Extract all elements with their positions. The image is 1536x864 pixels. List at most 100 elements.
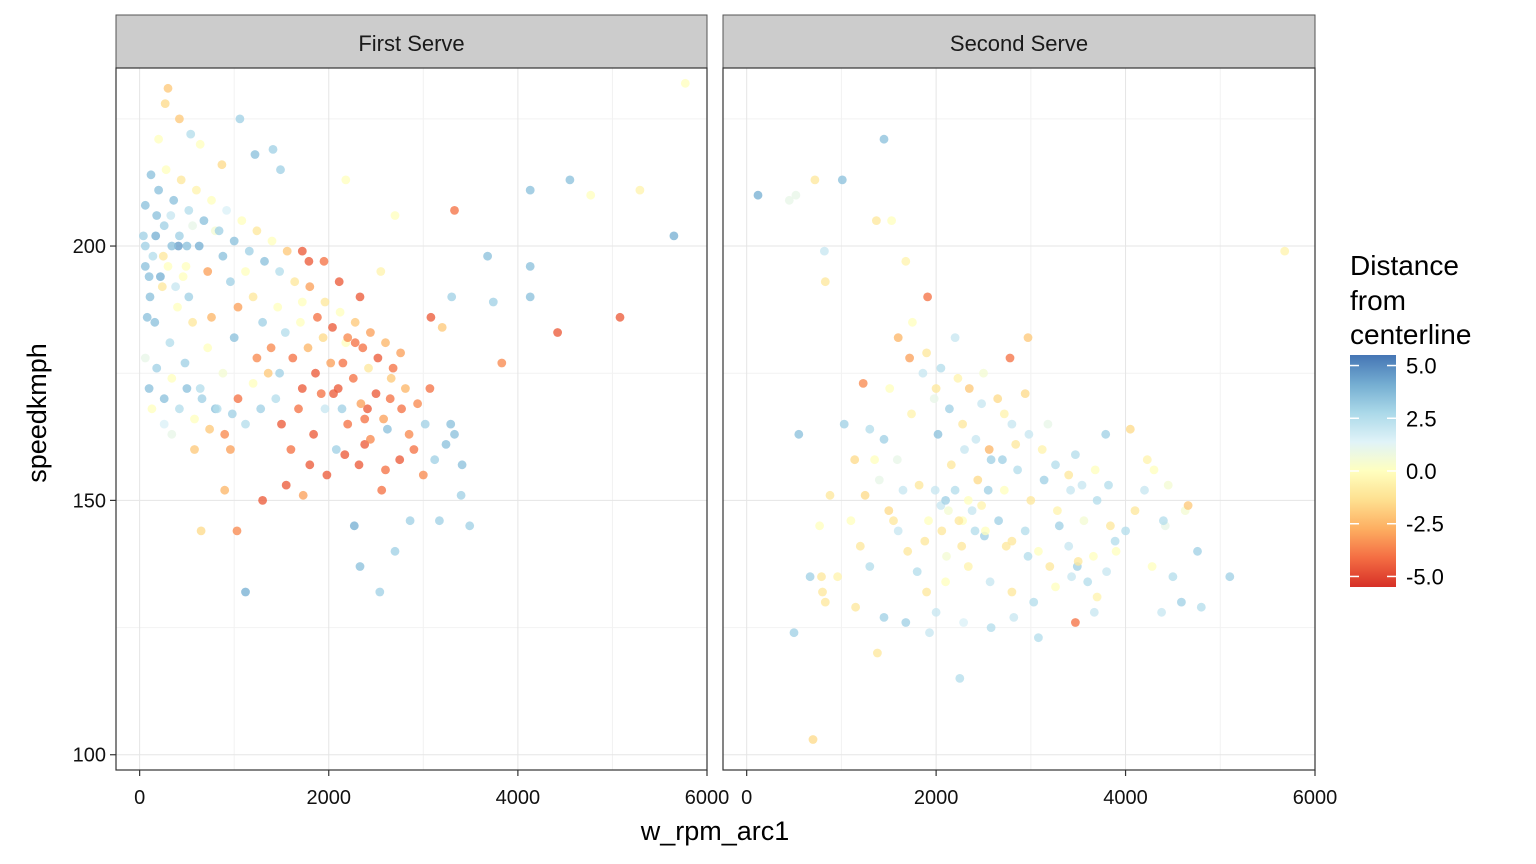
data-point (144, 384, 154, 393)
data-point (190, 414, 199, 424)
data-point (184, 292, 194, 302)
data-point (381, 465, 390, 475)
panel-border (115, 67, 708, 771)
data-point (963, 562, 973, 571)
data-point (901, 256, 911, 266)
x-axis-title: w_rpm_arc1 (640, 816, 790, 846)
data-point (1193, 546, 1202, 556)
data-point (950, 485, 960, 495)
data-point (903, 546, 913, 556)
data-point (955, 674, 965, 683)
data-point (450, 429, 459, 439)
data-point (383, 424, 392, 434)
data-point (907, 409, 916, 419)
data-point (268, 145, 278, 154)
data-point (963, 496, 973, 505)
data-point (1121, 526, 1130, 536)
data-point (276, 165, 285, 175)
data-point (1023, 333, 1033, 342)
data-point (169, 195, 179, 205)
data-point (914, 480, 924, 490)
data-point (319, 256, 329, 266)
legend-tick-label: 0.0 (1406, 459, 1437, 484)
data-point (884, 506, 894, 515)
data-point (1024, 429, 1034, 439)
data-point (203, 343, 213, 353)
data-point (335, 307, 345, 317)
data-point (944, 506, 953, 515)
data-point (163, 83, 173, 93)
data-point (348, 373, 358, 383)
data-point (275, 267, 284, 276)
data-point (1149, 465, 1159, 475)
data-point (144, 272, 154, 281)
data-point (296, 317, 305, 327)
data-point (385, 394, 395, 404)
points (753, 134, 1290, 744)
data-point (1045, 562, 1055, 571)
data-point (1005, 353, 1015, 363)
data-point (1130, 506, 1140, 515)
data-point (286, 445, 296, 454)
panels-layer: First Serve 0 2000 4000 6000 Second Serve 0 200… (73, 14, 1337, 809)
facet-strip (722, 14, 1316, 69)
panel-border (722, 67, 1316, 771)
data-point (401, 384, 410, 393)
data-point (167, 373, 177, 383)
data-point (879, 134, 889, 144)
data-point (893, 526, 903, 536)
data-point (163, 262, 173, 271)
data-point (340, 450, 350, 459)
x-axis-ticks: 0 2000 4000 6000 (134, 770, 729, 809)
data-point (196, 526, 206, 536)
data-point (140, 353, 150, 363)
y-tick-label: 100 (73, 745, 106, 767)
data-point (294, 404, 303, 414)
data-point (850, 455, 860, 465)
facet-strip-label: Second Serve (950, 31, 1088, 56)
data-point (275, 368, 284, 378)
data-point (898, 485, 908, 495)
data-point (366, 328, 375, 337)
data-point (846, 516, 856, 526)
data-point (328, 323, 337, 332)
data-point (833, 572, 842, 582)
data-point (263, 368, 273, 378)
data-point (199, 216, 209, 226)
data-point (218, 368, 228, 378)
data-point (979, 368, 988, 378)
data-point (456, 490, 466, 500)
data-point (985, 577, 995, 587)
data-point (159, 221, 169, 231)
data-point (260, 256, 269, 266)
data-point (488, 297, 498, 307)
data-point (525, 262, 535, 271)
data-point (190, 445, 199, 454)
legend-ticks: 5.0 2.5 0.0 -2.5 -5.0 (1350, 354, 1444, 589)
data-point (1051, 582, 1060, 592)
data-point (993, 394, 1003, 404)
data-point (924, 516, 933, 526)
data-point (1001, 541, 1011, 551)
x-axis-ticks: 0 2000 4000 6000 (741, 770, 1337, 809)
data-point (175, 231, 184, 241)
data-point (953, 373, 963, 383)
data-point (860, 490, 870, 500)
data-point (1125, 424, 1135, 434)
data-point (413, 399, 422, 409)
data-point (159, 419, 169, 429)
data-point (311, 368, 320, 378)
data-point (1064, 470, 1074, 480)
data-point (192, 185, 201, 195)
data-point (820, 246, 829, 256)
data-point (925, 628, 934, 638)
data-point (820, 597, 830, 607)
data-point (851, 602, 860, 612)
data-point (986, 455, 996, 465)
data-point (395, 455, 405, 465)
data-point (435, 516, 444, 526)
data-point (465, 521, 475, 531)
data-point (151, 231, 161, 241)
data-point (237, 216, 247, 226)
data-point (1026, 496, 1036, 505)
